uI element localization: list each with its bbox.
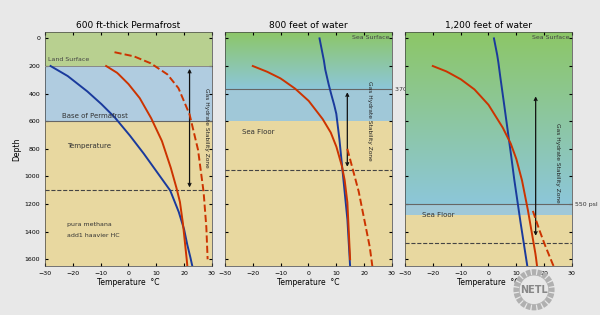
Wedge shape (520, 272, 534, 290)
Wedge shape (534, 276, 552, 290)
Wedge shape (534, 287, 554, 292)
Text: Sea Floor: Sea Floor (242, 129, 274, 135)
Text: Base of Permafrost: Base of Permafrost (62, 113, 128, 119)
Wedge shape (526, 290, 534, 310)
Text: Gas Hydrate Stability Zone: Gas Hydrate Stability Zone (556, 123, 560, 203)
Text: Sea Surface: Sea Surface (532, 35, 569, 39)
Text: NETL: NETL (520, 285, 548, 295)
Bar (405, 215, 572, 266)
Wedge shape (534, 290, 554, 299)
Bar (45, 66, 212, 121)
X-axis label: Temperature  °C: Temperature °C (457, 278, 520, 287)
Text: Land Surface: Land Surface (48, 57, 89, 62)
Wedge shape (534, 281, 554, 290)
Bar (405, 204, 572, 215)
Bar (45, 32, 212, 66)
Wedge shape (534, 272, 548, 290)
Circle shape (519, 275, 549, 305)
Wedge shape (534, 290, 548, 308)
Wedge shape (520, 290, 534, 308)
X-axis label: Temperature  °C: Temperature °C (97, 278, 160, 287)
Wedge shape (534, 290, 542, 310)
Text: pura methana: pura methana (67, 222, 112, 227)
Text: 370 psi: 370 psi (395, 87, 418, 92)
Text: Gas Hydrate Stability Zone: Gas Hydrate Stability Zone (367, 81, 372, 161)
Text: 550 psl: 550 psl (575, 202, 597, 207)
Text: Gas Hydrate Stability Zone: Gas Hydrate Stability Zone (204, 88, 209, 168)
Bar (225, 121, 392, 266)
Text: Sea Floor: Sea Floor (422, 212, 454, 218)
Text: Sea Surface: Sea Surface (352, 35, 389, 39)
Bar (45, 121, 212, 266)
Wedge shape (516, 276, 534, 290)
Wedge shape (532, 269, 536, 290)
Wedge shape (526, 270, 534, 290)
Title: 1,200 feet of water: 1,200 feet of water (445, 21, 532, 30)
Wedge shape (532, 290, 536, 310)
Title: 800 feet of water: 800 feet of water (269, 21, 348, 30)
Wedge shape (534, 270, 542, 290)
Wedge shape (514, 290, 534, 299)
Y-axis label: Depth: Depth (13, 137, 22, 161)
Wedge shape (534, 290, 552, 304)
Text: add1 haavier HC: add1 haavier HC (67, 233, 120, 238)
Title: 600 ft-thick Permafrost: 600 ft-thick Permafrost (76, 21, 181, 30)
Wedge shape (516, 290, 534, 304)
Text: Temperature: Temperature (67, 143, 111, 149)
Wedge shape (514, 287, 534, 292)
X-axis label: Temperature  °C: Temperature °C (277, 278, 340, 287)
Wedge shape (514, 281, 534, 290)
Bar (225, 89, 392, 121)
